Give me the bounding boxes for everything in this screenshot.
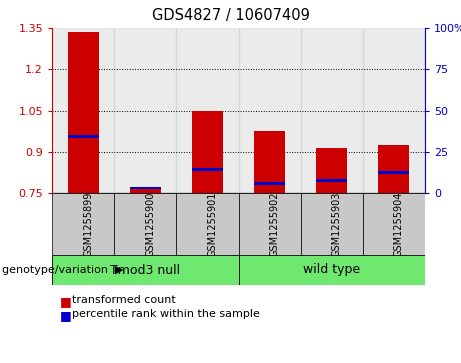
Bar xyxy=(378,145,409,193)
Bar xyxy=(363,28,425,193)
Text: ■: ■ xyxy=(60,295,72,308)
Bar xyxy=(52,28,114,193)
Bar xyxy=(378,171,409,174)
Text: GSM1255902: GSM1255902 xyxy=(270,191,279,257)
Bar xyxy=(177,193,238,255)
Bar xyxy=(192,110,223,193)
Text: Tmod3 null: Tmod3 null xyxy=(110,264,180,277)
Bar xyxy=(177,28,238,193)
Bar xyxy=(301,28,363,193)
Text: GSM1255901: GSM1255901 xyxy=(207,191,218,257)
Bar xyxy=(238,28,301,193)
Bar xyxy=(68,135,99,138)
Bar xyxy=(130,187,161,189)
Bar xyxy=(68,32,99,193)
Text: wild type: wild type xyxy=(303,264,361,277)
Bar xyxy=(238,255,425,285)
Bar xyxy=(254,182,285,185)
Text: percentile rank within the sample: percentile rank within the sample xyxy=(72,309,260,319)
Bar xyxy=(52,193,114,255)
Bar xyxy=(114,193,177,255)
Text: GSM1255900: GSM1255900 xyxy=(145,191,155,257)
Bar xyxy=(192,168,223,171)
Bar xyxy=(301,193,363,255)
Text: GDS4827 / 10607409: GDS4827 / 10607409 xyxy=(152,8,309,23)
Bar xyxy=(316,148,347,193)
Bar xyxy=(114,28,177,193)
Bar xyxy=(130,189,161,193)
Bar xyxy=(254,131,285,193)
Text: GSM1255904: GSM1255904 xyxy=(394,191,404,257)
Text: ■: ■ xyxy=(60,309,72,322)
Bar xyxy=(238,193,301,255)
Text: GSM1255899: GSM1255899 xyxy=(83,191,93,257)
Text: transformed count: transformed count xyxy=(72,295,176,305)
Bar xyxy=(316,179,347,182)
Bar xyxy=(52,255,238,285)
Bar xyxy=(363,193,425,255)
Text: genotype/variation  ▶: genotype/variation ▶ xyxy=(2,265,124,275)
Text: GSM1255903: GSM1255903 xyxy=(332,191,342,257)
